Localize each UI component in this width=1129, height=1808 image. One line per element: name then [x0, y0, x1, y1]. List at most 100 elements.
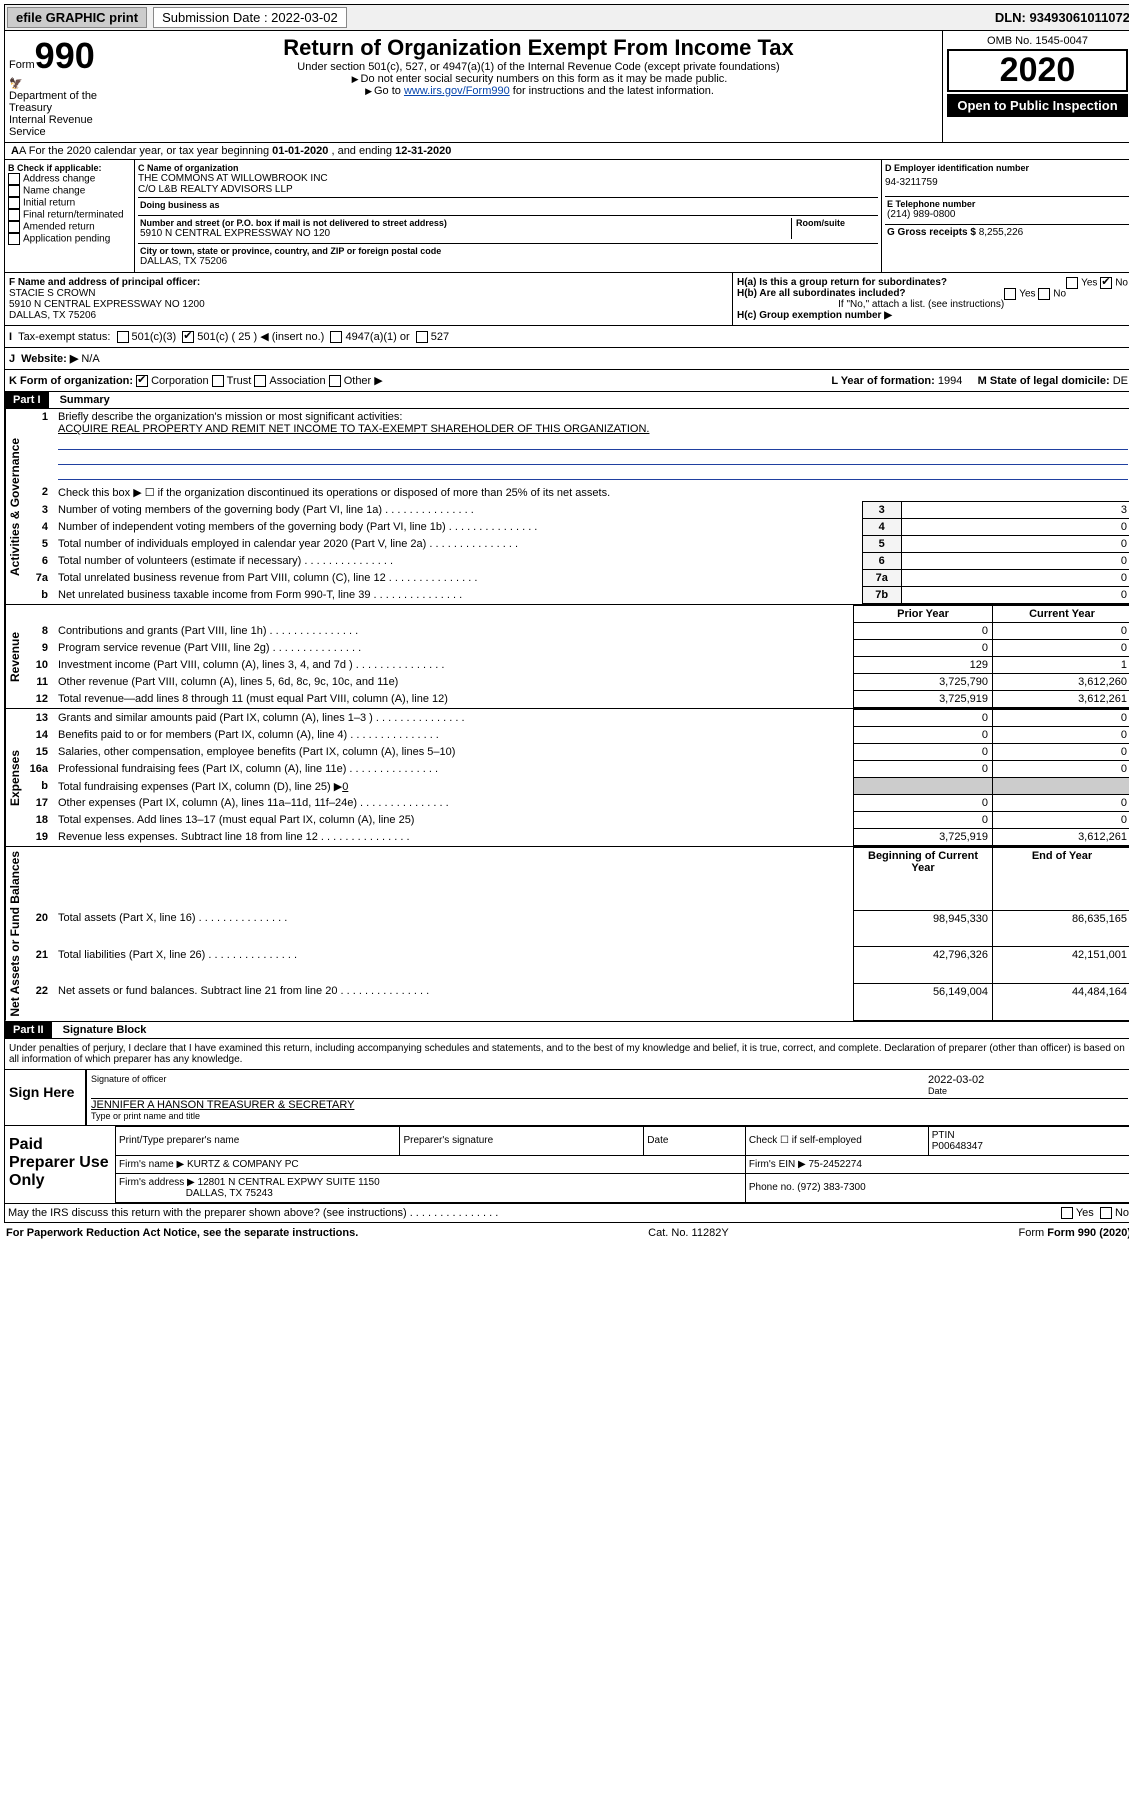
- tax-year-begin: 01-01-2020: [272, 145, 328, 157]
- revenue-block: Revenue Prior YearCurrent Year 8Contribu…: [4, 605, 1129, 709]
- irs-form990-link[interactable]: www.irs.gov/Form990: [404, 85, 510, 97]
- check-name-change[interactable]: [8, 185, 20, 197]
- efile-button[interactable]: efile GRAPHIC print: [7, 7, 147, 28]
- officer-addr2: DALLAS, TX 75206: [9, 310, 96, 321]
- mission-text: ACQUIRE REAL PROPERTY AND REMIT NET INCO…: [58, 423, 649, 435]
- hb-yes-check[interactable]: [1004, 288, 1016, 300]
- val7a: 0: [901, 570, 1129, 587]
- check-trust[interactable]: [212, 375, 224, 387]
- tax-year-end: 12-31-2020: [395, 145, 451, 157]
- line15: Salaries, other compensation, employee b…: [54, 744, 854, 761]
- dln-label: DLN: 93493061011072: [995, 10, 1129, 25]
- check-final-return[interactable]: [8, 209, 20, 221]
- opt-other: Other ▶: [344, 374, 383, 387]
- check-other[interactable]: [329, 375, 341, 387]
- type-name-label: Type or print name and title: [91, 1111, 1128, 1121]
- hdr-end: End of Year: [993, 848, 1129, 911]
- ha-no-check[interactable]: [1100, 277, 1112, 289]
- city-state-zip: DALLAS, TX 75206: [140, 256, 876, 267]
- open-to-public: Open to Public Inspection: [947, 94, 1128, 117]
- lbl-application-pending: Application pending: [23, 234, 110, 245]
- check-4947[interactable]: [330, 331, 342, 343]
- discuss-yes: Yes: [1076, 1207, 1094, 1219]
- org-name: THE COMMONS AT WILLOWBROOK INC: [138, 173, 878, 184]
- row-klm: K Form of organization: Corporation Trus…: [4, 370, 1129, 392]
- firm-phone: (972) 383-7300: [797, 1182, 865, 1193]
- check-527[interactable]: [416, 331, 428, 343]
- line18: Total expenses. Add lines 13–17 (must eq…: [54, 812, 854, 829]
- check-address-change[interactable]: [8, 173, 20, 185]
- hdr-prior: Prior Year: [854, 606, 993, 623]
- prep-name-label: Print/Type preparer's name: [116, 1126, 400, 1155]
- sig-date-label: Date: [928, 1086, 1128, 1096]
- p13: 0: [854, 710, 993, 727]
- hc-label: H(c) Group exemption number ▶: [737, 310, 892, 321]
- top-bar: efile GRAPHIC print Submission Date : 20…: [4, 4, 1129, 31]
- opt-association: Association: [269, 375, 325, 387]
- ha-yes-check[interactable]: [1066, 277, 1078, 289]
- check-501c[interactable]: [182, 331, 194, 343]
- city-label: City or town, state or province, country…: [140, 246, 876, 256]
- c19: 3,612,261: [993, 829, 1129, 846]
- paid-preparer-label: Paid Preparer Use Only: [5, 1126, 115, 1203]
- p11: 3,725,790: [854, 674, 993, 691]
- check-application-pending[interactable]: [8, 233, 20, 245]
- line8: Contributions and grants (Part VIII, lin…: [54, 623, 854, 640]
- vert-expenses: Expenses: [5, 709, 24, 846]
- officer-addr1: 5910 N CENTRAL EXPRESSWAY NO 1200: [9, 299, 205, 310]
- line7a: Total unrelated business revenue from Pa…: [54, 570, 862, 587]
- section-fh: F Name and address of principal officer:…: [4, 273, 1129, 326]
- check-initial-return[interactable]: [8, 197, 20, 209]
- ein: 94-3211759: [885, 177, 1129, 188]
- ptin: P00648347: [932, 1141, 983, 1152]
- form-number-footer: Form 990 (2020): [1047, 1227, 1129, 1239]
- p20: 98,945,330: [854, 910, 993, 947]
- val5: 0: [901, 536, 1129, 553]
- opt-527: 527: [431, 331, 449, 343]
- sign-here-label: Sign Here: [5, 1070, 85, 1125]
- c17: 0: [993, 795, 1129, 812]
- check-501c3[interactable]: [117, 331, 129, 343]
- check-amended-return[interactable]: [8, 221, 20, 233]
- line16b-pre: Total fundraising expenses (Part IX, col…: [58, 781, 342, 793]
- p12: 3,725,919: [854, 691, 993, 708]
- line20: Total assets (Part X, line 16): [54, 910, 854, 947]
- prep-date-label: Date: [644, 1126, 746, 1155]
- line19: Revenue less expenses. Subtract line 18 …: [54, 829, 854, 846]
- line16b-val: 0: [342, 781, 348, 793]
- discuss-no-check[interactable]: [1100, 1207, 1112, 1219]
- sign-here-block: Sign Here Signature of officer 2022-03-0…: [4, 1070, 1129, 1126]
- room-label: Room/suite: [796, 218, 876, 228]
- phone: (214) 989-0800: [887, 209, 1127, 220]
- lbl-initial-return: Initial return: [23, 198, 75, 209]
- p17: 0: [854, 795, 993, 812]
- year-formation: 1994: [938, 375, 962, 387]
- c9: 0: [993, 640, 1129, 657]
- line21: Total liabilities (Part X, line 26): [54, 947, 854, 984]
- p14: 0: [854, 727, 993, 744]
- c14: 0: [993, 727, 1129, 744]
- form-subtitle-3-pre: Go to: [374, 85, 404, 97]
- c22: 44,484,164: [993, 983, 1129, 1020]
- p10: 129: [854, 657, 993, 674]
- officer-name: STACIE S CROWN: [9, 288, 95, 299]
- c13: 0: [993, 710, 1129, 727]
- form-subtitle-3-post: for instructions and the latest informat…: [510, 85, 714, 97]
- p21: 42,796,326: [854, 947, 993, 984]
- l-label: L Year of formation:: [831, 375, 938, 387]
- c15: 0: [993, 744, 1129, 761]
- website-value: N/A: [81, 353, 99, 365]
- check-corporation[interactable]: [136, 375, 148, 387]
- row-a-mid: , and ending: [328, 145, 395, 157]
- line3: Number of voting members of the governin…: [54, 502, 862, 519]
- sig-date: 2022-03-02: [928, 1074, 1128, 1086]
- line1-label: Briefly describe the organization's miss…: [58, 411, 402, 423]
- check-association[interactable]: [254, 375, 266, 387]
- irs-eagle-icon: 🦅: [9, 77, 131, 90]
- opt-501c: 501(c) ( 25 ) ◀ (insert no.): [197, 330, 324, 343]
- discuss-yes-check[interactable]: [1061, 1207, 1073, 1219]
- c11: 3,612,260: [993, 674, 1129, 691]
- line7b: Net unrelated business taxable income fr…: [54, 587, 862, 604]
- hb-no-check[interactable]: [1038, 288, 1050, 300]
- ptin-label: PTIN: [932, 1130, 955, 1141]
